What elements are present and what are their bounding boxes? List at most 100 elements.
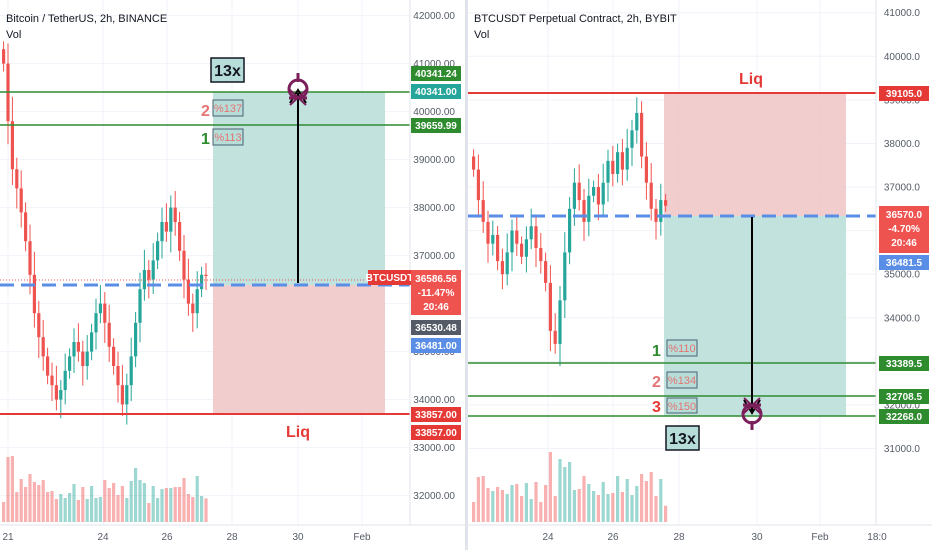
candle-body: [59, 390, 63, 400]
volume-bar: [200, 496, 204, 522]
candle-body: [156, 241, 160, 261]
right-tag-liq: 39105.0: [886, 89, 923, 100]
volume-bar: [186, 494, 190, 522]
right-tag-time: 20:46: [891, 238, 917, 249]
volume-bar: [112, 483, 116, 522]
candle-body: [500, 261, 504, 275]
volume-bar: [138, 480, 142, 522]
x-tick-label: 28: [226, 532, 238, 543]
volume-bar: [572, 490, 576, 522]
candle-body: [129, 356, 133, 386]
volume-bar: [534, 482, 538, 522]
volume-bar: [169, 488, 173, 522]
left-liq-label: Liq: [286, 424, 310, 441]
x-tick-label: Feb: [811, 532, 829, 543]
right-target-3-box: [666, 397, 698, 414]
right-target-crosshair-icon: [741, 397, 763, 430]
right-liq-label: Liq: [739, 71, 763, 88]
left-tag-tp2-a: 40341.24: [415, 69, 457, 80]
candle-body: [577, 182, 581, 201]
volume-bar: [611, 493, 615, 522]
candle-body: [41, 337, 45, 357]
candle-body: [625, 147, 629, 170]
y-tick-label: 32000.0: [884, 400, 921, 411]
volume-bar: [505, 494, 509, 522]
left-tag-time: 20:46: [423, 302, 449, 313]
left-tag-entry: 36481.00: [415, 341, 457, 352]
y-tick-label: 42000.00: [413, 11, 455, 22]
candle-body: [112, 346, 116, 366]
y-tick-label: 40000.0: [884, 52, 921, 63]
candle-body: [664, 200, 668, 206]
volume-bar: [563, 467, 567, 522]
y-tick-label: 37000.0: [884, 183, 921, 194]
candle-body: [596, 187, 600, 205]
candle-body: [644, 156, 648, 183]
volume-bar: [529, 499, 533, 522]
candle-body: [103, 303, 107, 323]
right-leverage-badge: [665, 425, 700, 451]
candle-body: [510, 230, 514, 253]
left-price-tags: 40341.24 40341.00 39659.99 BTCUSDT 36586…: [366, 66, 461, 440]
candle-body: [630, 130, 634, 148]
candle-body: [182, 250, 186, 280]
left-chart-title: Bitcoin / TetherUS, 2h, BINANCE: [6, 13, 167, 25]
volume-bar: [160, 489, 164, 522]
left-leverage-badge: [210, 57, 245, 83]
candle-body: [548, 282, 552, 331]
volume-bar: [94, 498, 98, 522]
candle-body: [2, 49, 6, 64]
volume-bar: [510, 485, 514, 522]
candle-body: [46, 356, 50, 376]
volume-bar: [500, 490, 504, 522]
volume-bar: [568, 462, 572, 522]
volume-bar: [129, 481, 133, 522]
candle-body: [90, 332, 94, 352]
volume-bar: [582, 476, 586, 522]
candle-body: [481, 200, 485, 222]
candle-body: [515, 230, 519, 244]
volume-bar: [15, 492, 19, 522]
right-chart-panel[interactable]: 1 %110 2 %134 3 %150 13x Liq BTCUSDT Per…: [468, 0, 932, 550]
volume-bar: [24, 487, 28, 522]
panel-divider[interactable]: [465, 0, 468, 550]
volume-bar: [125, 498, 129, 522]
x-tick-label: 26: [161, 532, 173, 543]
y-tick-label: 34000.00: [413, 395, 455, 406]
volume-bar: [620, 492, 624, 522]
candle-body: [81, 351, 85, 366]
candle-body: [37, 313, 41, 338]
volume-bar: [204, 498, 208, 522]
right-time-axis[interactable]: [468, 525, 932, 550]
volume-bar: [195, 476, 199, 522]
left-chart-panel[interactable]: 13x 2 %137 1 %113 Liq Bitcoin / TetherUS…: [0, 0, 465, 550]
right-target-1-number: 1: [652, 343, 661, 360]
left-tag-liq-a: 33857.00: [415, 410, 457, 421]
volume-bar: [577, 489, 581, 522]
right-chart-title: BTCUSDT Perpetual Contract, 2h, BYBIT: [474, 13, 677, 25]
candle-body: [28, 241, 32, 275]
candle-body: [601, 182, 605, 205]
volume-bar: [649, 472, 653, 522]
candle-body: [534, 226, 538, 249]
volume-bar: [544, 485, 548, 522]
volume-bar: [98, 497, 102, 522]
right-target-3-pct: %150: [668, 401, 696, 413]
candle-body: [553, 330, 557, 344]
volume-bar: [491, 491, 495, 522]
volume-bar: [515, 484, 519, 522]
candle-body: [476, 169, 480, 201]
left-tag-gray: 36530.48: [415, 323, 457, 334]
candle-body: [587, 195, 591, 222]
volume-bar: [191, 497, 195, 522]
right-vol-label: Vol: [474, 29, 489, 41]
left-time-axis[interactable]: [0, 525, 465, 550]
candle-body: [186, 279, 190, 304]
volume-bar: [654, 496, 658, 522]
volume-bar: [640, 474, 644, 522]
right-leverage-label: 13x: [669, 431, 696, 448]
volume-bar: [72, 484, 76, 522]
candle-body: [191, 303, 195, 314]
candle-body: [654, 208, 658, 222]
